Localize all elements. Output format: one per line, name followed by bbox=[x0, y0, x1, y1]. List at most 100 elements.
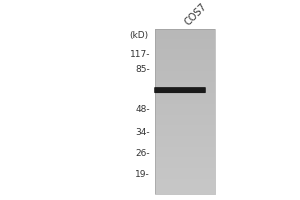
FancyBboxPatch shape bbox=[154, 87, 206, 93]
Bar bbox=[155, 43, 215, 44]
Bar bbox=[155, 95, 215, 96]
Bar bbox=[155, 171, 215, 172]
Bar bbox=[155, 92, 215, 94]
Bar bbox=[155, 81, 215, 82]
Text: 85-: 85- bbox=[135, 65, 150, 74]
Bar bbox=[155, 115, 215, 116]
Bar bbox=[155, 185, 215, 187]
Bar bbox=[155, 76, 215, 77]
Bar bbox=[155, 133, 215, 134]
Bar bbox=[155, 82, 215, 83]
Bar bbox=[155, 87, 215, 89]
Bar bbox=[155, 56, 215, 57]
Bar bbox=[155, 172, 215, 174]
Bar bbox=[155, 177, 215, 178]
Bar bbox=[155, 93, 215, 94]
Bar bbox=[155, 120, 215, 121]
Bar bbox=[155, 181, 215, 182]
Bar bbox=[155, 148, 215, 150]
Bar bbox=[155, 144, 215, 146]
Bar bbox=[155, 36, 215, 38]
Bar bbox=[155, 59, 215, 60]
Bar bbox=[155, 77, 215, 79]
Bar bbox=[155, 155, 215, 156]
Bar bbox=[155, 120, 215, 122]
Bar bbox=[155, 67, 215, 68]
Bar bbox=[155, 142, 215, 143]
Bar bbox=[155, 53, 215, 54]
Bar bbox=[155, 130, 215, 131]
Bar bbox=[155, 32, 215, 33]
Bar bbox=[155, 106, 215, 108]
Bar bbox=[155, 168, 215, 169]
Bar bbox=[155, 124, 215, 126]
Bar bbox=[155, 158, 215, 160]
Bar bbox=[155, 72, 215, 73]
Bar bbox=[155, 102, 215, 103]
Bar bbox=[155, 101, 215, 103]
Bar bbox=[155, 113, 215, 114]
Bar bbox=[155, 156, 215, 157]
Bar bbox=[155, 176, 215, 178]
Bar bbox=[155, 31, 215, 33]
Bar bbox=[155, 146, 215, 147]
Bar bbox=[155, 78, 215, 80]
Bar bbox=[155, 129, 215, 130]
Bar bbox=[155, 166, 215, 168]
Bar bbox=[155, 105, 215, 106]
Bar bbox=[155, 89, 215, 90]
Bar bbox=[155, 96, 215, 98]
Bar bbox=[155, 68, 215, 69]
Bar bbox=[155, 59, 215, 61]
Bar bbox=[155, 71, 215, 72]
Bar bbox=[155, 187, 215, 188]
Bar bbox=[155, 161, 215, 162]
Bar bbox=[155, 171, 215, 173]
Bar bbox=[155, 193, 215, 194]
Bar bbox=[155, 100, 215, 101]
Bar bbox=[155, 107, 215, 108]
Bar bbox=[155, 61, 215, 62]
Bar bbox=[155, 40, 215, 42]
Text: 26-: 26- bbox=[135, 149, 150, 158]
Bar bbox=[155, 110, 215, 112]
Bar bbox=[155, 138, 215, 140]
Bar bbox=[155, 180, 215, 181]
Bar bbox=[155, 87, 215, 88]
Bar bbox=[155, 166, 215, 167]
Bar bbox=[155, 73, 215, 75]
Text: COS7: COS7 bbox=[183, 1, 209, 27]
Bar bbox=[155, 75, 215, 76]
Bar bbox=[155, 54, 215, 55]
Bar bbox=[155, 84, 215, 85]
Bar bbox=[155, 173, 215, 174]
Bar bbox=[155, 83, 215, 85]
Bar bbox=[155, 90, 215, 91]
Bar bbox=[155, 143, 215, 144]
Bar bbox=[155, 114, 215, 115]
Bar bbox=[155, 165, 215, 166]
Text: 117-: 117- bbox=[130, 50, 150, 59]
Bar bbox=[155, 96, 215, 97]
Bar bbox=[155, 159, 215, 160]
Bar bbox=[155, 192, 215, 193]
Bar bbox=[155, 162, 215, 164]
Bar bbox=[155, 178, 215, 179]
Bar bbox=[155, 188, 215, 189]
Bar bbox=[155, 124, 215, 125]
Bar bbox=[155, 94, 215, 95]
Bar bbox=[155, 190, 215, 191]
Bar bbox=[155, 175, 215, 176]
Bar bbox=[155, 136, 215, 137]
Bar bbox=[155, 157, 215, 159]
Bar bbox=[155, 127, 215, 128]
Bar bbox=[155, 42, 215, 43]
Bar bbox=[155, 30, 215, 32]
Bar bbox=[155, 163, 215, 164]
Bar bbox=[155, 111, 215, 113]
Bar bbox=[155, 82, 215, 84]
Bar bbox=[155, 152, 215, 153]
Bar bbox=[155, 54, 215, 56]
Bar bbox=[155, 184, 215, 185]
Bar bbox=[155, 115, 215, 117]
